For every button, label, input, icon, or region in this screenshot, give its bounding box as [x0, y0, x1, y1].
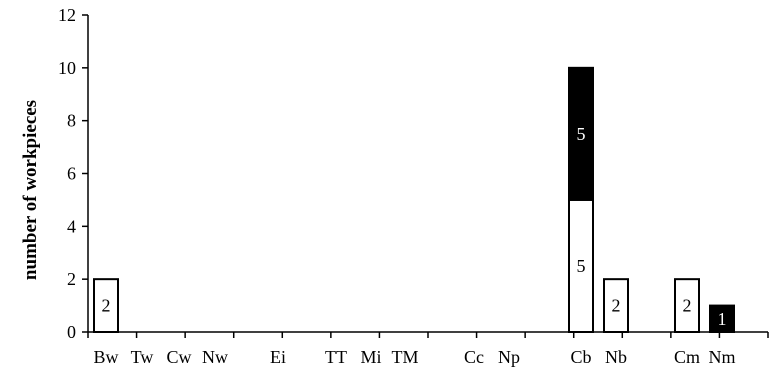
x-tick-label: Nw — [202, 347, 228, 367]
data-label: 5 — [577, 124, 586, 144]
y-tick-label: 4 — [67, 216, 76, 236]
bar — [93, 278, 119, 333]
x-tick-label: TM — [392, 347, 419, 367]
data-label: 2 — [683, 296, 692, 316]
x-tick-label: Cm — [674, 347, 700, 367]
bar — [709, 304, 735, 334]
x-tick-label: Np — [498, 347, 520, 367]
data-label: 5 — [577, 256, 586, 276]
chart-bars — [93, 66, 735, 334]
bar — [568, 66, 594, 201]
x-tick-label: Ei — [270, 347, 286, 367]
x-tick-label: Mi — [360, 347, 381, 367]
x-tick-label: Cw — [166, 347, 191, 367]
x-tick-label: Cb — [570, 347, 591, 367]
y-tick-label: 10 — [58, 58, 76, 78]
x-tick-label: Tw — [131, 347, 154, 367]
y-tick-label: 12 — [58, 5, 76, 25]
x-tick-label: Nm — [709, 347, 736, 367]
x-tick-label: Nb — [605, 347, 627, 367]
y-tick-label: 8 — [67, 111, 76, 131]
data-label: 2 — [612, 296, 621, 316]
x-tick-label: Bw — [93, 347, 118, 367]
bar — [603, 278, 629, 333]
y-tick-label: 0 — [67, 322, 76, 342]
x-tick-label: TT — [325, 347, 347, 367]
y-tick-label: 2 — [67, 269, 76, 289]
chart-labels: 2 5 2 2 5 1 — [102, 124, 727, 329]
x-tick-label: Cc — [464, 347, 484, 367]
data-label: 2 — [102, 296, 111, 316]
bar — [674, 278, 700, 333]
y-axis-title: number of workpieces — [20, 100, 41, 280]
y-tick-label: 6 — [67, 164, 76, 184]
data-label: 1 — [718, 309, 727, 329]
bar — [568, 198, 594, 333]
